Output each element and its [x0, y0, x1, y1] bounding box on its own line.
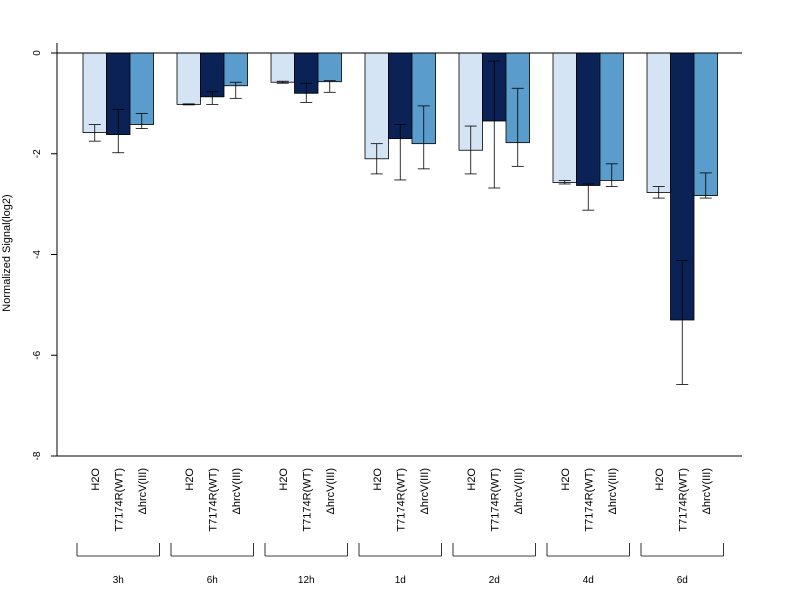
category-label: ΔhrcV(III): [513, 468, 525, 514]
category-label: ΔhrcV(III): [325, 468, 337, 514]
category-label: H2O: [560, 468, 572, 491]
category-label: ΔhrcV(III): [419, 468, 431, 514]
labels-layer: H2O T7174R(WT) ΔhrcV(III) 3h H2O T7174R(WT) Δh…: [76, 468, 724, 586]
category-label: H2O: [654, 468, 666, 491]
bar: [599, 52, 624, 181]
group-label: 12h: [298, 575, 315, 586]
y-tick-label: 0: [32, 50, 43, 56]
group-label: 1d: [395, 575, 406, 586]
category-label: T7174R(WT): [395, 468, 407, 532]
y-tick-label: -4: [32, 250, 43, 259]
bar: [317, 52, 342, 83]
bar: [552, 52, 577, 183]
bar: [200, 52, 225, 98]
category-label: ΔhrcV(III): [701, 468, 713, 514]
y-axis-title: Normalized Signal(log2): [1, 194, 13, 311]
category-label: H2O: [372, 468, 384, 491]
category-label: ΔhrcV(III): [607, 468, 619, 514]
bar: [82, 52, 107, 133]
bar: [646, 52, 671, 193]
category-label: T7174R(WT): [583, 468, 595, 532]
group-label: 3h: [113, 575, 124, 586]
category-label: H2O: [184, 468, 196, 491]
error-bars-layer: [88, 60, 712, 385]
y-tick-label: -6: [32, 350, 43, 359]
category-label: T7174R(WT): [489, 468, 501, 532]
bar: [576, 52, 601, 186]
bar: [364, 52, 389, 160]
y-tick-label: -2: [32, 149, 43, 158]
bar: [270, 52, 295, 83]
group-label: 6d: [677, 575, 688, 586]
axes-layer: 0 -2 -4 -6 -8: [32, 43, 742, 460]
category-label: T7174R(WT): [207, 468, 219, 532]
category-label: T7174R(WT): [677, 468, 689, 532]
category-label: T7174R(WT): [301, 468, 313, 532]
category-label: ΔhrcV(III): [137, 468, 149, 514]
bar: [176, 52, 201, 105]
category-label: H2O: [90, 468, 102, 491]
group-label: 4d: [583, 575, 594, 586]
category-label: H2O: [278, 468, 290, 491]
bars-layer: [82, 52, 718, 321]
category-label: H2O: [466, 468, 478, 491]
category-label: ΔhrcV(III): [231, 468, 243, 514]
bar: [223, 52, 248, 87]
category-label: T7174R(WT): [113, 468, 125, 532]
group-label: 6h: [207, 575, 218, 586]
group-label: 2d: [489, 575, 500, 586]
y-tick-label: -8: [32, 451, 43, 460]
